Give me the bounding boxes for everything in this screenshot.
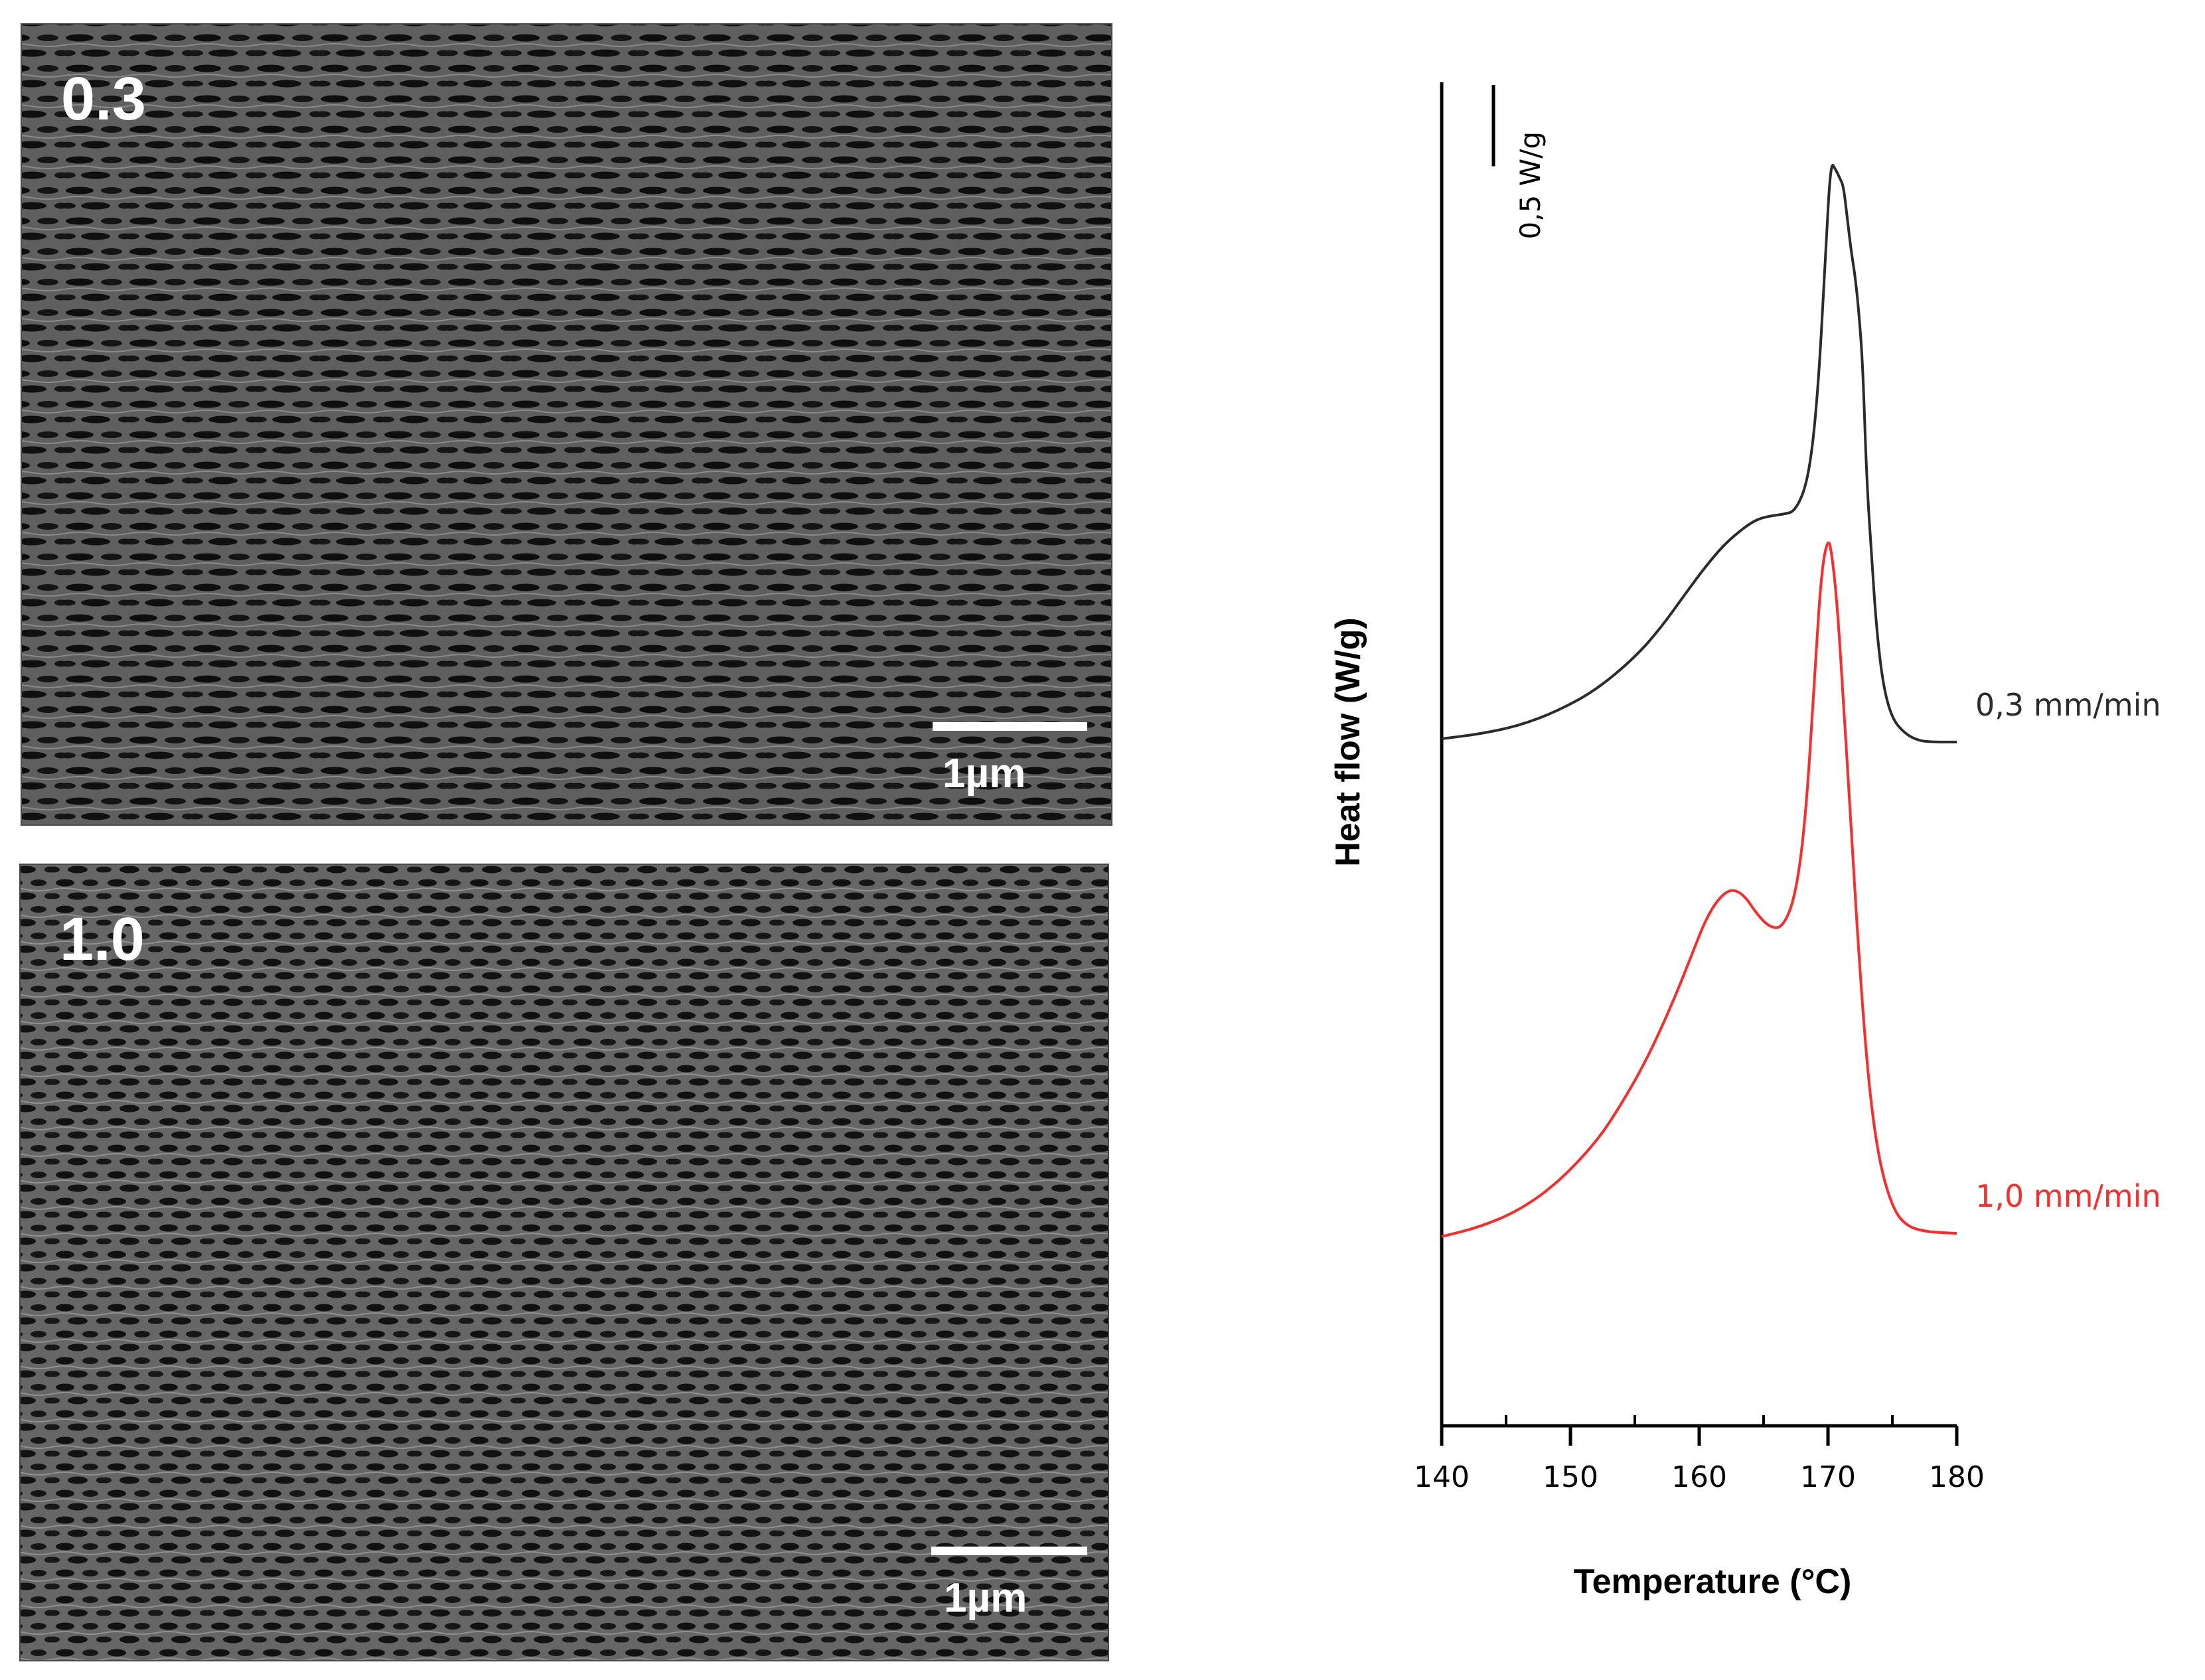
heat-flow-scale-bar-label: 0,5 W/g xyxy=(1514,131,1547,239)
scale-bar-label: 1µm xyxy=(943,751,1026,797)
scale-bar xyxy=(931,1547,1087,1555)
scale-bar-label: 1µm xyxy=(944,1575,1027,1621)
dsc-chart: 140 150 160 170 180 0,3 mm/min 1,0 mm/min 0,5… xyxy=(1329,82,2161,1601)
scale-bar xyxy=(933,722,1087,731)
x-tick-label: 160 xyxy=(1671,1460,1727,1494)
micrograph-panel-0-3: 0.3 1µm xyxy=(21,23,1112,826)
x-tick-label: 150 xyxy=(1543,1460,1598,1494)
x-tick-label: 180 xyxy=(1929,1460,1985,1494)
panel-label: 0.3 xyxy=(61,65,146,133)
x-tick-labels: 140 150 160 170 180 xyxy=(1414,1460,1985,1494)
x-ticks xyxy=(1440,1415,1959,1446)
series-label: 1,0 mm/min xyxy=(1975,1178,2161,1214)
x-tick-label: 170 xyxy=(1800,1460,1856,1494)
micrograph-image xyxy=(20,864,1108,1661)
series-line-0-3 xyxy=(1441,164,1957,743)
x-axis-label: Temperature (°C) xyxy=(1574,1563,1852,1601)
y-axis-label: Heat flow (W/g) xyxy=(1329,617,1367,867)
series-label: 0,3 mm/min xyxy=(1975,687,2161,723)
x-tick-label: 140 xyxy=(1414,1460,1470,1494)
series-layer xyxy=(1441,164,1957,1238)
micrograph-panel-1-0: 1.0 1µm xyxy=(19,864,1109,1661)
series-line-1-0 xyxy=(1441,541,1957,1238)
micrograph-image xyxy=(21,24,1112,825)
panel-label: 1.0 xyxy=(60,905,145,973)
series-labels: 0,3 mm/min 1,0 mm/min xyxy=(1975,687,2161,1214)
